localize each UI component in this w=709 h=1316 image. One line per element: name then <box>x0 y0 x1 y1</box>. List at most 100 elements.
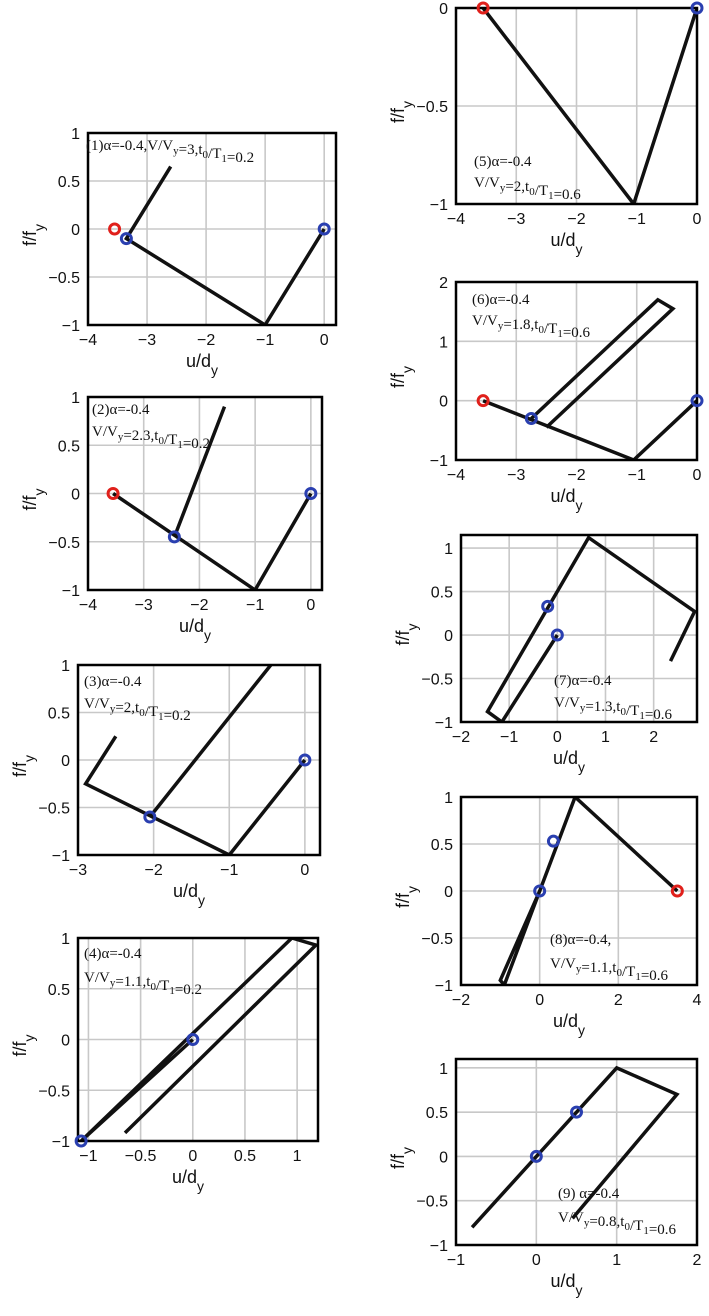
y-tick-label: 0.5 <box>58 174 80 191</box>
blue-marker <box>524 411 538 425</box>
x-tick-label: −2 <box>197 332 215 349</box>
blue-marker <box>298 753 312 767</box>
y-axis-label-sub: y <box>21 755 37 762</box>
x-tick-label: 0 <box>320 332 329 349</box>
x-tick-label: −4 <box>447 467 465 484</box>
blue-marker <box>533 884 547 898</box>
y-tick-label: −1 <box>435 715 453 732</box>
y-axis-label: f/fy <box>393 886 420 908</box>
blue-marker <box>304 487 318 500</box>
x-tick-label: −1 <box>79 1148 97 1165</box>
x-tick-label: −2 <box>145 862 163 879</box>
x-tick-label: −2 <box>567 211 585 228</box>
chart-8: −2 0 2 4 −1 −0.5 0 0.5 1 u/dy f/fy (8)α=-0.4, V/Vy=1… <box>393 790 702 1038</box>
series-line-2 <box>172 405 227 538</box>
x-axis-label-sub: y <box>204 627 211 643</box>
chart-1: −4 −3 −2 −1 0 −1 −0.5 0 0.5 1 u/dy f/fy (1)α=-0.4,V/… <box>20 126 338 378</box>
x-tick-label: 2 <box>614 992 623 1009</box>
x-tick-label: −1 <box>447 1252 465 1269</box>
x-tick-label: 4 <box>693 992 702 1009</box>
y-tick-label: 0.5 <box>431 585 453 602</box>
chart-7: −2 −1 0 1 2−1−0.500.51u/dyf/fy(7)α=-0.4V/Vy=… <box>393 533 699 775</box>
x-tick-label: −4 <box>447 211 465 228</box>
x-axis-label-sub: y <box>198 892 205 908</box>
x-tick-label: −1 <box>628 467 646 484</box>
x-tick-label: 0 <box>553 729 562 746</box>
x-axis-label: u/dy <box>550 1271 582 1298</box>
blue-marker <box>529 1149 543 1163</box>
annotation-line: V/Vy=1.8,t0/T1=0.6 <box>472 313 591 341</box>
blue-marker <box>690 1 704 15</box>
y-tick-label: 1 <box>439 334 448 351</box>
y-axis-label: f/fy <box>20 488 47 510</box>
x-tick-label: 0 <box>300 862 309 879</box>
y-tick-label: −0.5 <box>38 801 70 818</box>
plot-frame <box>86 131 338 327</box>
x-tick-label: 1 <box>601 729 610 746</box>
x-tick-label: 2 <box>693 1252 702 1269</box>
y-tick-label: 1 <box>444 790 453 807</box>
x-axis-label: u/dy <box>186 351 218 378</box>
x-tick-label: −3 <box>69 862 87 879</box>
y-axis-label: f/fy <box>10 755 37 777</box>
x-tick-label: −3 <box>507 211 525 228</box>
x-tick-label: −1 <box>256 332 274 349</box>
x-axis-label: u/dy <box>553 748 585 775</box>
y-tick-label: 0 <box>61 1033 70 1050</box>
annotation-line: (6)α=-0.4 <box>472 292 530 308</box>
y-tick-label: 1 <box>71 126 80 143</box>
y-tick-label: 0 <box>71 222 80 239</box>
x-axis-label-sub: y <box>576 241 583 257</box>
annotation-line: (8)α=-0.4, <box>550 932 611 948</box>
y-tick-label: 0 <box>444 628 453 645</box>
y-axis-label-sub: y <box>399 1147 415 1154</box>
y-axis-label-sub: y <box>31 488 47 495</box>
annotation-line: (5)α=-0.4 <box>474 154 532 170</box>
x-axis-label-sub: y <box>576 497 583 513</box>
annotation-line: V/Vy=1.1,t0/T1=0.2 <box>84 970 202 998</box>
chart-4: −1 −0.5 0 0.5 1 −1 −0.5 0 0.5 1 u/dy f/fy (4)α=-0.4 V… <box>10 931 320 1194</box>
x-tick-label: 0 <box>306 597 315 614</box>
y-tick-label: 0 <box>71 487 80 504</box>
annotation-line: (4)α=-0.4 <box>84 946 142 962</box>
plot-frame <box>76 936 320 1143</box>
y-tick-label: −1 <box>52 848 70 865</box>
x-tick-label: 0 <box>693 467 702 484</box>
blue-marker <box>550 628 564 642</box>
y-axis-label-sub: y <box>399 366 415 373</box>
y-axis-label: f/fy <box>20 224 47 246</box>
series-line-1 <box>112 492 313 590</box>
y-axis-label-sub: y <box>404 623 420 630</box>
y-tick-label: 0.5 <box>48 982 70 999</box>
plot-frame <box>76 663 322 857</box>
series-line-1 <box>481 8 697 204</box>
y-tick-label: 0.5 <box>426 1105 448 1122</box>
y-tick-label: −0.5 <box>48 535 80 552</box>
x-axis-label-sub: y <box>197 1178 204 1194</box>
y-tick-label: 1 <box>61 931 70 948</box>
plot-frame <box>454 280 699 462</box>
blue-marker <box>74 1134 88 1148</box>
x-tick-label: −2 <box>452 992 470 1009</box>
x-tick-label: −4 <box>79 597 97 614</box>
x-axis-label-sub: y <box>211 362 218 378</box>
series-line-1 <box>470 1065 680 1229</box>
red-marker <box>476 1 490 15</box>
x-axis-label: u/dy <box>173 881 205 908</box>
x-tick-label: −2 <box>567 467 585 484</box>
series-line-2 <box>530 297 676 429</box>
x-axis-label-sub: y <box>576 1282 583 1298</box>
chart-2: −4 −3 −2 −1 0 −1 −0.5 0 0.5 1 u/dy f/fy (2)α=-0.4 V/V… <box>20 390 324 643</box>
x-axis-label-sub: y <box>578 759 585 775</box>
plot-frame <box>459 533 699 724</box>
series-line-1 <box>83 735 307 855</box>
annotation-line: (7)α=-0.4 <box>554 673 612 689</box>
red-marker <box>476 394 490 408</box>
y-tick-label: 0.5 <box>431 837 453 854</box>
plot-frame <box>454 1057 699 1247</box>
y-tick-label: −0.5 <box>421 931 453 948</box>
red-marker <box>108 222 122 236</box>
series-line-1 <box>123 165 326 325</box>
annotation-line: (2)α=-0.4 <box>92 402 150 418</box>
